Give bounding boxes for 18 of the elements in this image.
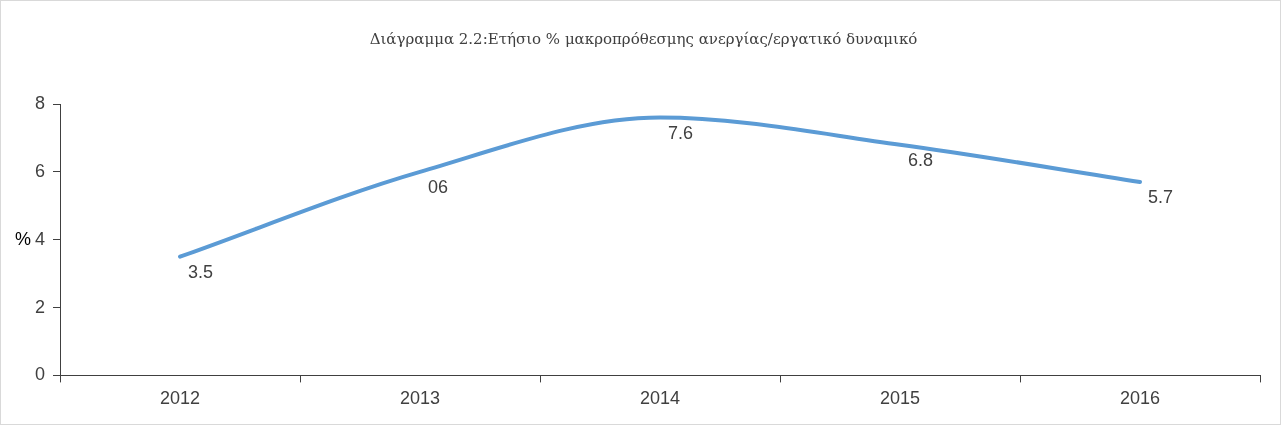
x-tick-label: 2016 [1119, 388, 1161, 409]
y-tick-label: 2 [35, 296, 46, 317]
data-label: 6.8 [908, 149, 934, 170]
y-axis-title: % [15, 228, 32, 249]
data-label: 3.5 [188, 261, 214, 282]
data-label: 7.6 [668, 122, 694, 143]
x-tick-label: 2014 [639, 388, 681, 409]
y-tick-label: 8 [35, 92, 46, 113]
y-tick-label: 0 [35, 364, 46, 385]
chart-title: Διάγραμμα 2.2:Ετήσιο % μακροπρόθεσμης ανεργίας/εργατικό δυναμικό [369, 29, 918, 48]
x-tick-label: 2015 [879, 388, 921, 409]
y-tick-label: 6 [35, 160, 46, 181]
data-label: 5.7 [1148, 187, 1174, 207]
y-tick-label: 4 [35, 228, 46, 249]
x-tick-label: 2013 [399, 388, 441, 409]
x-tick-label: 2012 [159, 388, 201, 409]
data-label: 06 [428, 176, 449, 197]
line-series [178, 115, 1142, 259]
